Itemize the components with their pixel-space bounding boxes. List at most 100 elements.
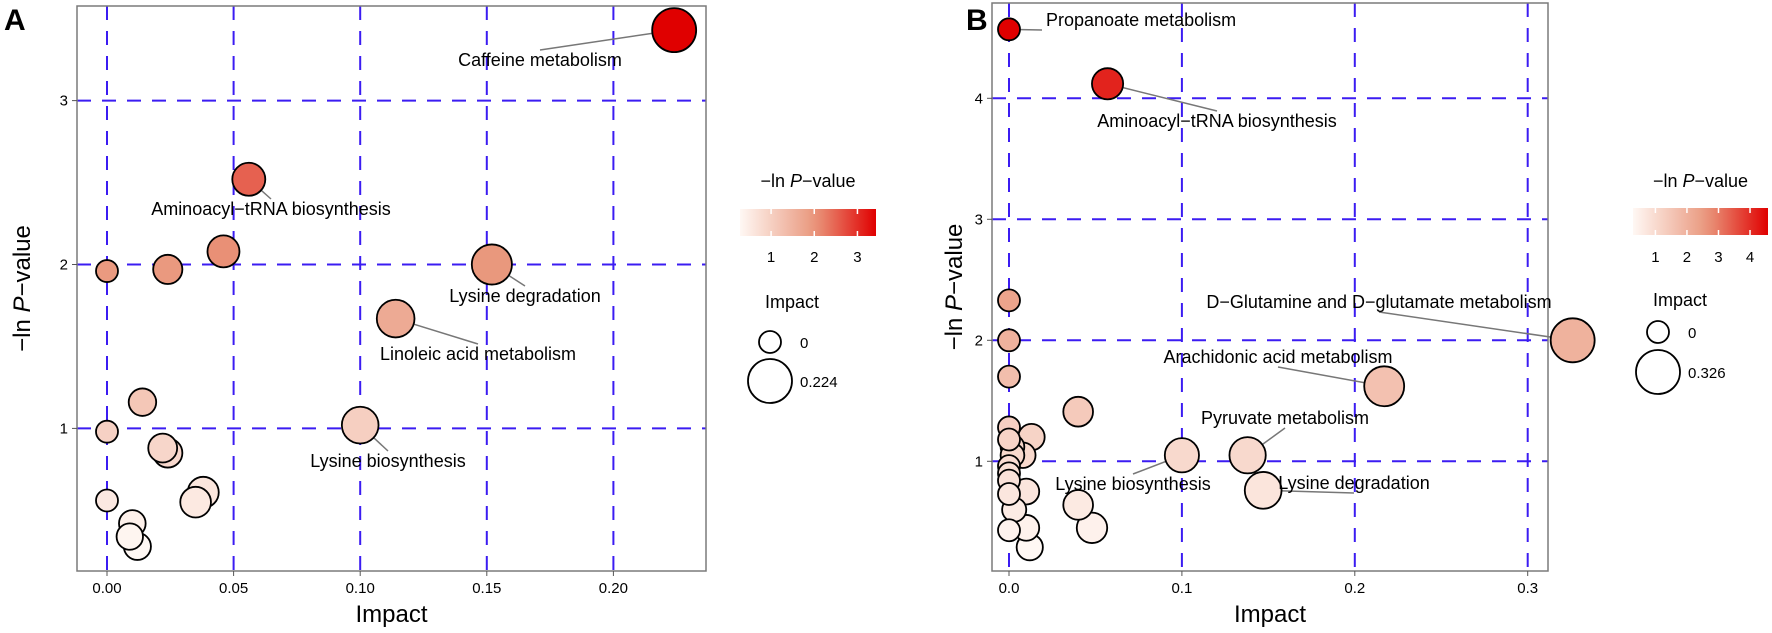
data-point [115, 522, 144, 551]
y-axis-title-suffix: −value [941, 224, 968, 295]
point-label: Lysine degradation [449, 286, 600, 306]
size-legend-title: Impact [1653, 290, 1707, 310]
colorbar-tick-label: 3 [1714, 249, 1722, 266]
size-legend-title: Impact [765, 292, 819, 312]
colorbar-title-suffix: −value [1695, 171, 1749, 191]
y-axis-title-italic: P [9, 297, 36, 313]
data-point [997, 482, 1021, 506]
data-point [1549, 317, 1596, 364]
data-point [1091, 67, 1125, 101]
data-point [231, 161, 267, 197]
x-tick-label: 0.15 [472, 580, 501, 597]
colorbar-tick-label: 4 [1746, 249, 1754, 266]
leader-line [1107, 83, 1218, 112]
data-point [1062, 395, 1094, 428]
plot-border [76, 5, 707, 572]
point-label: Linoleic acid metabolism [380, 344, 576, 364]
point-label: Lysine degradation [1278, 473, 1429, 493]
size-legend-circle [1635, 349, 1681, 395]
point-label: Aminoacyl−tRNA biosynthesis [151, 199, 391, 219]
colorbar-title: −ln P−value [1653, 171, 1748, 191]
colorbar-title-prefix: −ln [1653, 171, 1683, 191]
point-label: Pyruvate metabolism [1201, 408, 1369, 428]
colorbar [1633, 208, 1768, 235]
data-point [340, 405, 380, 445]
size-legend-circle [1646, 320, 1670, 344]
data-point [95, 419, 119, 444]
x-tick-label: 0.1 [1171, 580, 1192, 597]
data-point [1062, 489, 1094, 521]
y-tick-label: 3 [60, 93, 68, 110]
point-label: Arachidonic acid metabolism [1163, 347, 1392, 367]
leader-line [1378, 311, 1573, 342]
data-point [997, 518, 1021, 543]
y-axis-title-suffix: −value [9, 225, 36, 296]
y-axis-title: −ln P−value [9, 225, 36, 352]
data-point [152, 253, 184, 285]
colorbar-title-italic: P [1682, 171, 1694, 191]
data-point [997, 328, 1021, 353]
y-tick-label: 3 [975, 211, 983, 228]
y-tick-label: 1 [975, 453, 983, 470]
data-point [470, 243, 513, 286]
y-axis-title-prefix: −ln [941, 311, 968, 350]
size-legend-label: 0.224 [800, 374, 838, 391]
point-label: Lysine biosynthesis [1055, 474, 1210, 494]
x-tick-label: 0.0 [999, 580, 1020, 597]
point-label: Aminoacyl−tRNA biosynthesis [1097, 111, 1337, 131]
colorbar-title-italic: P [790, 171, 802, 191]
data-point [179, 485, 212, 519]
data-point [1075, 511, 1109, 544]
colorbar-tick-label: 2 [810, 249, 818, 266]
x-tick-label: 0.05 [219, 580, 248, 597]
colorbar-tick-label: 1 [767, 249, 775, 266]
x-tick-label: 0.20 [599, 580, 628, 597]
panel-letter: A [4, 4, 26, 37]
colorbar-title-suffix: −value [802, 171, 856, 191]
data-point [997, 364, 1021, 389]
x-axis-title: Impact [355, 601, 427, 628]
data-point [127, 387, 158, 417]
data-point [206, 234, 241, 269]
y-axis-title-italic: P [941, 295, 968, 311]
colorbar-tick-label: 1 [1651, 249, 1659, 266]
colorbar [740, 209, 876, 236]
data-point [375, 298, 416, 339]
size-legend-circle [758, 330, 782, 354]
y-tick-label: 1 [60, 420, 68, 437]
data-point [997, 288, 1021, 313]
point-label: Propanoate metabolism [1046, 10, 1236, 30]
x-tick-label: 0.3 [1517, 580, 1538, 597]
data-point [1363, 365, 1406, 408]
y-tick-label: 2 [60, 257, 68, 274]
x-axis-title: Impact [1234, 601, 1306, 628]
x-tick-label: 0.10 [346, 580, 375, 597]
data-point [997, 427, 1021, 452]
point-label: Caffeine metabolism [458, 50, 622, 70]
panel-letter: B [966, 4, 988, 37]
size-legend-circle [747, 358, 793, 404]
data-point [997, 17, 1021, 42]
data-point [1243, 471, 1283, 510]
colorbar-title-prefix: −ln [760, 171, 790, 191]
y-tick-label: 4 [975, 90, 983, 107]
x-tick-label: 0.00 [92, 580, 121, 597]
y-axis-title: −ln P−value [941, 224, 968, 351]
y-axis-title-prefix: −ln [9, 313, 36, 352]
data-point [1228, 436, 1267, 475]
point-label: Lysine biosynthesis [310, 451, 465, 471]
y-tick-label: 2 [975, 332, 983, 349]
data-point [1163, 437, 1200, 474]
x-tick-label: 0.2 [1344, 580, 1365, 597]
colorbar-title: −ln P−value [760, 171, 855, 191]
data-point [95, 488, 119, 513]
data-point [95, 259, 119, 283]
size-legend-label: 0 [800, 335, 808, 352]
size-legend-label: 0.326 [1688, 365, 1726, 382]
plot-border [991, 2, 1549, 572]
data-point [147, 432, 179, 464]
point-label: D−Glutamine and D−glutamate metabolism [1206, 292, 1551, 312]
colorbar-tick-label: 2 [1683, 249, 1691, 266]
